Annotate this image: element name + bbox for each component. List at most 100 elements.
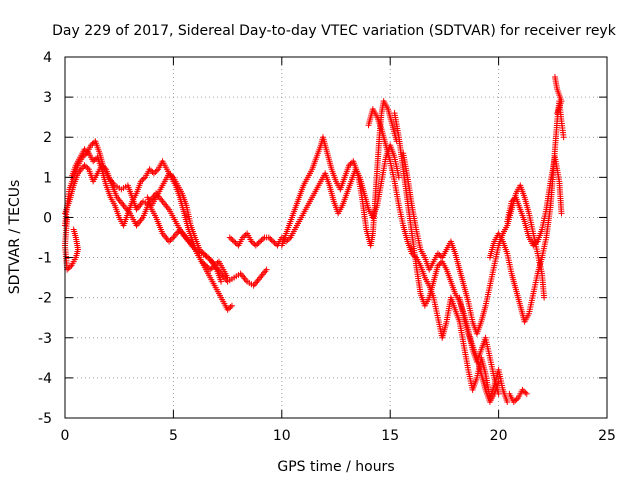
- y-tick-label: 1: [43, 170, 52, 186]
- data-point: [267, 235, 274, 242]
- data-point: [268, 237, 275, 244]
- data-point: [224, 274, 231, 281]
- y-tick-label: 4: [43, 50, 52, 66]
- data-point: [218, 278, 225, 285]
- data-point: [81, 162, 88, 169]
- data-point: [346, 162, 353, 169]
- data-point: [198, 258, 205, 265]
- x-tick-labels: 0 5 10 15 20 25: [61, 428, 616, 444]
- data-point: [200, 250, 207, 257]
- data-point: [167, 237, 174, 244]
- data-point: [206, 255, 213, 262]
- data-point: [199, 249, 206, 256]
- data-point: [231, 238, 238, 245]
- data-point: [520, 388, 527, 395]
- data-point: [273, 241, 280, 248]
- data-point: [284, 237, 291, 244]
- data-point: [347, 160, 354, 167]
- data-point: [84, 164, 91, 171]
- data-point: [508, 198, 515, 205]
- data-point: [196, 246, 203, 253]
- data-point: [207, 266, 214, 273]
- data-point: [270, 238, 277, 245]
- data-point: [265, 234, 272, 241]
- data-point: [260, 235, 267, 242]
- data-point: [89, 140, 96, 147]
- data-point: [90, 158, 97, 165]
- data-point: [140, 175, 147, 182]
- chart-title: Day 229 of 2017, Sidereal Day-to-day VTE…: [52, 23, 617, 39]
- data-point: [227, 304, 234, 311]
- data-point: [395, 174, 402, 181]
- x-tick-label: 5: [169, 428, 178, 444]
- y-tick-label: -4: [38, 371, 52, 387]
- x-tick-label: 0: [61, 428, 70, 444]
- data-point: [101, 164, 108, 171]
- data-point: [434, 262, 441, 269]
- data-point: [239, 234, 246, 241]
- data-point: [137, 178, 144, 185]
- data-point: [197, 247, 204, 254]
- data-point: [495, 378, 502, 385]
- y-tick-labels: -5 -4 -3 -2 -1 0 1 2 3 4: [38, 50, 52, 427]
- y-tick-label: 2: [43, 130, 52, 146]
- y-tick-label: 0: [43, 210, 52, 226]
- data-point: [150, 170, 157, 177]
- data-point: [233, 241, 240, 248]
- y-axis-label: SDTVAR / TECUs: [7, 180, 23, 295]
- data-point: [201, 261, 208, 268]
- y-tick-label: 3: [43, 90, 52, 106]
- x-tick-label: 25: [598, 428, 616, 444]
- data-point: [166, 170, 173, 177]
- data-point: [228, 302, 235, 309]
- x-tick-label: 10: [273, 428, 291, 444]
- data-point: [82, 163, 89, 170]
- data-point: [252, 242, 259, 249]
- plot-frame: [64, 56, 608, 419]
- data-point: [437, 259, 444, 266]
- data-point: [258, 237, 265, 244]
- x-tick-label: 20: [490, 428, 508, 444]
- data-point: [241, 233, 248, 240]
- data-point: [91, 156, 98, 163]
- data-point: [254, 241, 261, 248]
- y-tick-label: -2: [38, 291, 52, 307]
- data-point: [204, 263, 211, 270]
- data-point: [207, 257, 214, 264]
- data-point: [434, 250, 441, 257]
- data-point: [530, 242, 537, 249]
- data-point: [257, 238, 264, 245]
- data-points: [62, 74, 567, 405]
- data-point: [510, 398, 517, 405]
- data-point: [512, 397, 519, 404]
- data-point: [286, 235, 293, 242]
- data-point: [203, 253, 210, 260]
- data-point: [255, 239, 262, 246]
- data-point: [436, 261, 443, 268]
- data-point: [82, 147, 89, 154]
- data-point: [205, 254, 212, 261]
- data-point: [147, 167, 154, 174]
- data-point: [146, 166, 153, 173]
- data-point: [214, 259, 221, 266]
- data-point: [208, 265, 215, 272]
- data-point: [202, 251, 209, 258]
- data-point: [228, 235, 235, 242]
- data-point: [558, 210, 565, 217]
- data-point: [88, 142, 95, 149]
- data-point: [81, 146, 88, 153]
- data-point: [224, 306, 231, 313]
- data-point: [242, 231, 249, 238]
- data-point: [519, 386, 526, 393]
- y-tick-label: -5: [38, 411, 52, 427]
- data-point: [153, 167, 160, 174]
- data-point: [510, 197, 517, 204]
- data-point: [168, 172, 175, 179]
- data-point: [232, 239, 239, 246]
- data-point: [200, 259, 207, 266]
- data-point: [229, 237, 236, 244]
- data-point: [167, 171, 174, 178]
- data-point: [271, 239, 278, 246]
- data-point: [560, 134, 567, 141]
